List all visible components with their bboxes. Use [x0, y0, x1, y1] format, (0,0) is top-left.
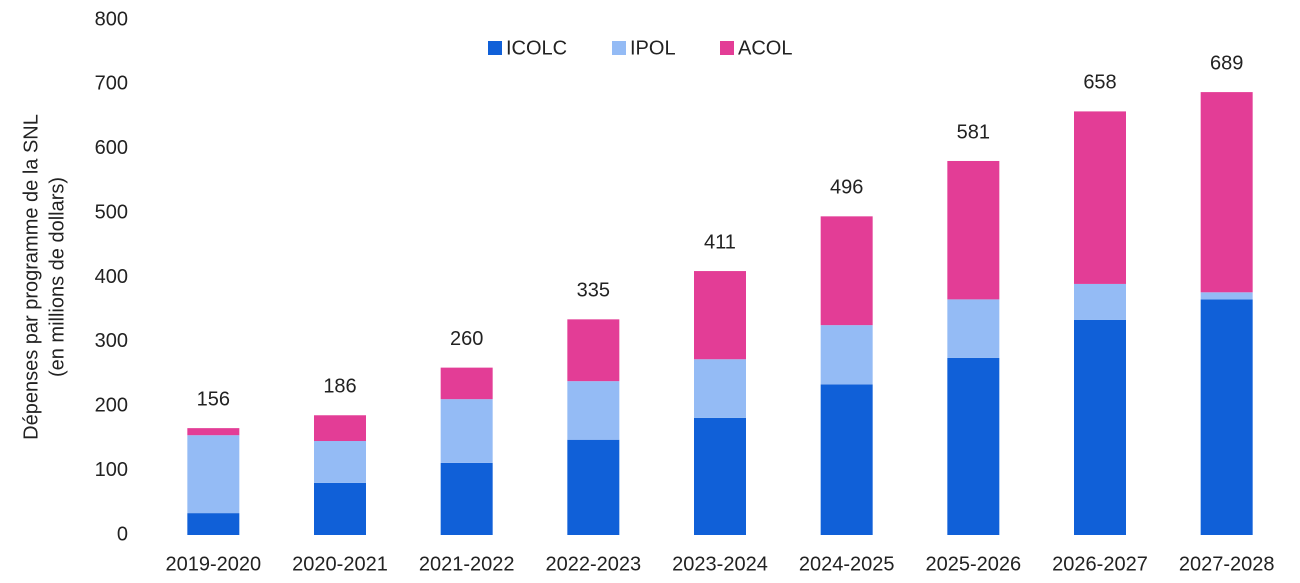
y-tick-label: 200	[95, 395, 128, 417]
bar-segment	[820, 325, 873, 385]
total-label: 156	[197, 388, 230, 410]
x-tick-label: 2021-2022	[419, 553, 515, 575]
x-tick-label: 2027-2028	[1179, 553, 1275, 575]
bar-segment	[694, 359, 746, 418]
y-tick-label: 800	[95, 8, 128, 30]
bar-segment	[187, 513, 240, 535]
bar-segment	[1074, 319, 1126, 535]
bar-segment	[1200, 92, 1253, 293]
legend-swatch	[488, 41, 502, 55]
legend-label: ACOL	[738, 37, 792, 59]
total-label: 335	[577, 280, 610, 302]
bar-segment	[947, 299, 1000, 358]
bar-segment	[947, 160, 1000, 300]
legend-swatch	[612, 41, 626, 55]
y-tick-label: 400	[95, 266, 128, 288]
bar-segment	[567, 381, 620, 440]
bar-segment	[314, 415, 366, 442]
y-axis-label: (en millions de dollars)	[46, 177, 68, 377]
y-axis-label: Dépenses par programme de la SNL	[20, 114, 42, 440]
total-label: 411	[704, 231, 736, 253]
bar-segment	[947, 357, 1000, 535]
bar-segment	[314, 482, 366, 535]
bar-segment	[440, 462, 493, 535]
bar-segment	[187, 428, 240, 436]
y-tick-label: 100	[95, 459, 128, 481]
legend-swatch	[720, 41, 734, 55]
legend-label: IPOL	[630, 37, 676, 59]
x-tick-label: 2026-2027	[1052, 553, 1148, 575]
total-label: 581	[957, 121, 990, 143]
bar-segment	[694, 417, 746, 535]
bar-segment	[567, 439, 620, 535]
x-tick-label: 2023-2024	[672, 553, 768, 575]
y-tick-label: 500	[95, 201, 128, 223]
bar-segment	[1200, 299, 1253, 535]
x-tick-label: 2024-2025	[799, 553, 895, 575]
total-label: 496	[830, 177, 863, 199]
bar-segment	[567, 319, 620, 382]
bar-segment	[440, 399, 493, 463]
bar-segment	[820, 216, 873, 326]
bar-segment	[1200, 292, 1253, 300]
x-tick-label: 2020-2021	[292, 553, 388, 575]
total-label: 689	[1210, 52, 1243, 74]
y-tick-label: 700	[95, 73, 128, 95]
y-tick-label: 0	[117, 523, 128, 545]
x-tick-label: 2022-2023	[546, 553, 642, 575]
y-tick-label: 300	[95, 330, 128, 352]
bar-segment	[187, 435, 240, 514]
x-tick-label: 2025-2026	[926, 553, 1022, 575]
legend-label: ICOLC	[506, 37, 567, 59]
bar-segment	[440, 367, 493, 400]
bar-segment	[314, 441, 366, 483]
x-tick-label: 2019-2020	[166, 553, 262, 575]
bar-segment	[1074, 111, 1126, 284]
total-label: 186	[323, 376, 356, 398]
y-tick-label: 600	[95, 137, 128, 159]
bar-segment	[694, 271, 746, 360]
bar-segment	[820, 384, 873, 535]
total-label: 260	[450, 328, 483, 350]
bar-segment	[1074, 283, 1126, 320]
total-label: 658	[1083, 72, 1116, 94]
